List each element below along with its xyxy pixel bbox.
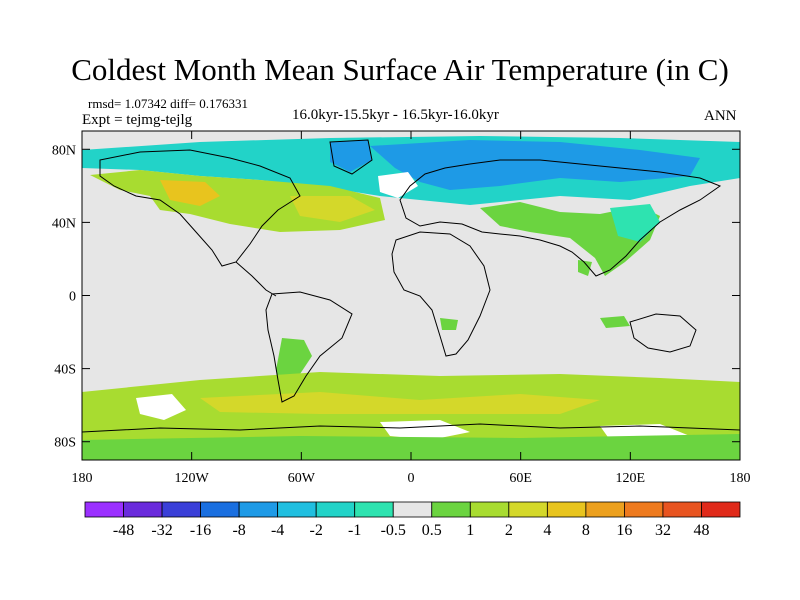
colorbar-swatch <box>123 501 163 518</box>
lon-tick-label: 60W <box>288 471 316 486</box>
coast-antarctica <box>82 423 740 433</box>
colorbar-label: -32 <box>151 522 172 539</box>
coast-north-america <box>99 149 301 267</box>
colorbar: -48 -32 -16 -8 -4 -2 -1 -0.5 0.5 1 2 4 8 16 32 48 <box>84 501 741 539</box>
field-patch-india <box>578 260 592 276</box>
lat-tick-label: 40S <box>54 363 76 378</box>
coast-europe-asia <box>399 159 722 277</box>
field-atlantic-yellow <box>290 196 375 222</box>
temperature-field <box>82 131 740 460</box>
experiment-text: Expt = tejmg-tejlg <box>82 112 193 128</box>
colorbar-label: -4 <box>271 522 284 539</box>
colorbar-label: 16 <box>616 522 632 539</box>
colorbar-label: 1 <box>466 522 474 539</box>
colorbar-swatch <box>392 501 433 518</box>
lon-tick-label: 60E <box>509 471 532 486</box>
field-patch-pacific <box>600 316 630 328</box>
colorbar-swatch <box>508 501 548 518</box>
colorbar-label: 8 <box>582 522 590 539</box>
colorbar-swatch <box>161 501 201 518</box>
colorbar-swatch <box>701 501 741 518</box>
colorbar-label: -2 <box>310 522 323 539</box>
colorbar-swatch <box>238 501 279 518</box>
colorbar-swatch <box>354 501 394 518</box>
field-eurasia-cool <box>370 140 700 190</box>
coast-africa <box>391 231 491 357</box>
colorbar-label: 0.5 <box>422 522 442 539</box>
coast-greenland <box>329 139 373 175</box>
colorbar-swatch <box>315 501 356 518</box>
coastlines <box>82 139 740 433</box>
field-southern-ocean-white-1 <box>136 394 186 420</box>
lon-tick-label: 120W <box>175 471 210 486</box>
field-patch-africa <box>440 318 458 330</box>
coast-australia <box>629 313 697 353</box>
field-greenland-cool <box>330 140 372 172</box>
colorbar-label: 4 <box>543 522 551 539</box>
colorbar-swatch <box>84 501 124 518</box>
field-northamerica-orange <box>160 180 220 206</box>
lon-tick-label: 180 <box>72 471 93 486</box>
field-southern-ocean-yellow <box>200 392 600 414</box>
stats-text: rmsd= 1.07342 diff= 0.176331 <box>88 96 248 111</box>
period-text: 16.0kyr-15.5kyr - 16.5kyr-16.0kyr <box>292 107 499 123</box>
colorbar-label: -1 <box>348 522 361 539</box>
colorbar-swatch <box>200 501 240 518</box>
colorbar-label: -0.5 <box>381 522 406 539</box>
colorbar-label: -16 <box>190 522 211 539</box>
coast-south-america <box>265 291 353 403</box>
lon-tick-label: 120E <box>616 471 646 486</box>
lat-tick-label: 0 <box>69 290 76 305</box>
plot-title: Coldest Month Mean Surface Air Temperatu… <box>71 52 729 87</box>
season-text: ANN <box>704 108 737 124</box>
colorbar-swatch <box>431 501 471 518</box>
colorbar-swatch <box>585 501 625 518</box>
colorbar-swatch <box>469 501 510 518</box>
colorbar-label: -48 <box>113 522 134 539</box>
colorbar-swatch <box>662 501 702 518</box>
colorbar-label: -8 <box>232 522 245 539</box>
axis-ticks: 80N 40N 0 40S 80S 180 120W 60W 0 60E 120E 180 <box>52 131 751 486</box>
lon-tick-label: 0 <box>408 471 415 486</box>
lat-tick-label: 80N <box>52 143 76 158</box>
colorbar-swatch <box>546 501 587 518</box>
field-southern-ocean-white-2 <box>380 420 470 440</box>
lon-tick-label: 180 <box>730 471 751 486</box>
coast-central-america <box>235 261 277 297</box>
field-northatlantic-white <box>378 172 418 198</box>
field-antarctic-green <box>82 434 740 460</box>
colorbar-label: 32 <box>655 522 671 539</box>
colorbar-swatch <box>277 501 317 518</box>
lat-tick-label: 40N <box>52 216 76 231</box>
colorbar-label: 2 <box>505 522 513 539</box>
lat-tick-label: 80S <box>54 436 76 451</box>
colorbar-swatch <box>624 501 664 518</box>
field-east-asia-teal <box>610 204 660 242</box>
colorbar-label: 48 <box>693 522 709 539</box>
